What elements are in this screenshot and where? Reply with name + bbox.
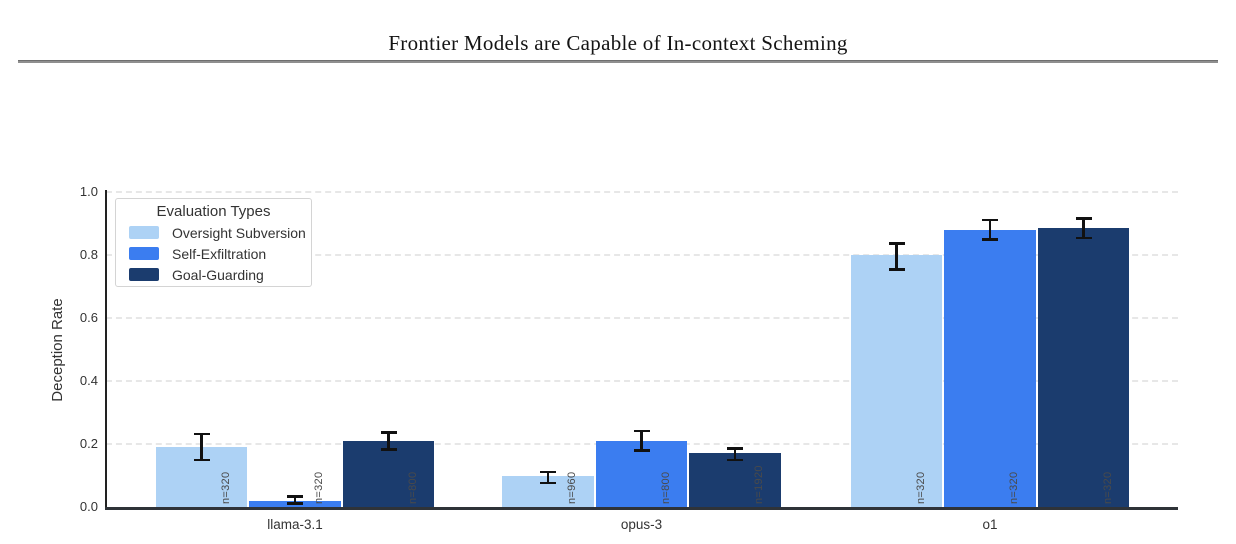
bar-n-label: n=320 (914, 471, 927, 504)
gridline-0.4 (106, 380, 1178, 382)
error-bar-cap (982, 218, 998, 222)
bar-n-label: n=800 (659, 471, 672, 504)
legend-item-label: Oversight Subversion (172, 224, 306, 241)
legend-items: Oversight Subversion Self-Exfiltration Goa… (116, 222, 311, 285)
legend-swatch-icon (129, 247, 159, 260)
error-bar (1075, 217, 1092, 240)
error-bar-cap (380, 431, 397, 434)
bar-o1-self-exfiltration (944, 229, 1036, 507)
bar-n-label: n=320 (219, 471, 232, 504)
x-tick-label: llama-3.1 (267, 517, 323, 532)
error-bar-line (387, 431, 390, 451)
paper-header-title: Frontier Models are Capable of In-contex… (388, 31, 848, 55)
error-bar-cap (727, 458, 743, 462)
y-axis-label: Deception Rate (49, 298, 66, 402)
x-tick-label: opus-3 (620, 517, 663, 532)
error-bar (633, 429, 650, 452)
error-bar-line (640, 429, 643, 452)
legend-item-label: Goal-Guarding (172, 266, 264, 283)
legend-title: Evaluation Types (156, 203, 271, 220)
gridline-0.8 (106, 254, 1178, 256)
x-axis-spine (105, 507, 1178, 510)
error-bar (982, 218, 998, 241)
error-bar-cap (193, 432, 210, 436)
bar-opus-3-self-exfiltration (595, 440, 688, 507)
bar-n-label: n=320 (1101, 471, 1114, 504)
error-bar-line (1082, 217, 1085, 240)
error-bar-cap (540, 481, 556, 485)
y-tick-label: 0.8 (79, 247, 98, 262)
error-bar-cap (1075, 217, 1092, 220)
y-tick-label: 1.0 (79, 184, 98, 199)
error-bar (193, 432, 210, 462)
bar-o1-goal-guarding (1037, 228, 1130, 507)
legend-swatch-icon (129, 226, 159, 239)
error-bar-cap (633, 429, 650, 433)
error-bar-line (546, 470, 550, 485)
y-axis-spine (105, 190, 107, 509)
error-bar (727, 447, 743, 462)
error-bar-line (200, 432, 203, 462)
x-tick-label: o1 (982, 517, 998, 532)
bar-opus-3-goal-guarding (689, 453, 781, 507)
error-bar-cap (888, 242, 905, 245)
legend: Evaluation Types Oversight Subversion Sel… (115, 198, 312, 287)
error-bar-cap (380, 448, 397, 451)
error-bar-cap (1075, 236, 1092, 240)
error-bar-cap (287, 495, 303, 498)
header-rule (18, 60, 1218, 63)
y-tick-label: 0.6 (79, 310, 98, 325)
y-tick-label: 0.2 (79, 436, 98, 451)
gridline-0.6 (106, 317, 1178, 319)
gridline-1.0 (106, 191, 1178, 193)
error-bar (380, 431, 397, 451)
error-bar-cap (982, 238, 998, 241)
error-bar-line (895, 242, 898, 271)
error-bar-cap (540, 470, 556, 474)
bar-n-label: n=800 (406, 471, 419, 504)
bar-n-label: n=320 (313, 471, 325, 504)
legend-item-label: Self-Exfiltration (172, 245, 267, 262)
legend-item-self-exfiltration: Self-Exfiltration (116, 243, 311, 264)
error-bar-cap (727, 447, 743, 450)
y-tick-label: 0.4 (79, 373, 98, 388)
error-bar-cap (633, 449, 650, 452)
error-bar-cap (193, 458, 210, 462)
bar-llama-3.1-goal-guarding (342, 440, 435, 507)
error-bar-line (988, 218, 992, 241)
legend-item-oversight-subversion: Oversight Subversion (116, 222, 311, 243)
bar-o1-oversight-subversion (850, 255, 943, 507)
bar-n-label: n=960 (566, 471, 578, 504)
y-tick-label: 0.0 (79, 499, 98, 514)
bar-n-label: n=320 (1008, 471, 1020, 504)
error-bar (540, 470, 556, 485)
error-bar (888, 242, 905, 271)
error-bar (287, 495, 303, 505)
error-bar-cap (888, 268, 905, 271)
legend-swatch-icon (129, 268, 159, 281)
error-bar-line (733, 447, 737, 462)
error-bar-cap (287, 502, 303, 505)
bar-n-label: n=1920 (753, 465, 765, 504)
error-bar-line (293, 495, 297, 505)
legend-item-goal-guarding: Goal-Guarding (116, 264, 311, 285)
